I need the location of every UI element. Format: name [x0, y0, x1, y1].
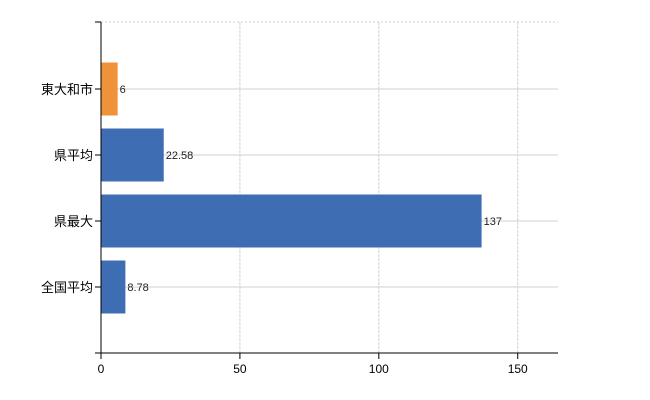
data-label: 137	[484, 216, 502, 228]
data-label: 6	[120, 84, 126, 96]
data-label: 8.78	[127, 282, 148, 294]
x-tick-label: 150	[508, 362, 528, 376]
category-label: 東大和市	[41, 82, 93, 98]
category-label: 県平均	[54, 149, 93, 164]
x-tick-label: 0	[98, 362, 105, 376]
x-tick-label: 50	[233, 362, 247, 376]
bar	[101, 194, 482, 248]
bar	[101, 260, 126, 314]
data-label: 22.58	[166, 150, 194, 162]
x-tick-label: 100	[369, 362, 389, 376]
bar	[101, 62, 118, 116]
category-label: 全国平均	[41, 280, 93, 296]
category-label: 県最大	[54, 215, 93, 230]
bar	[101, 128, 164, 182]
